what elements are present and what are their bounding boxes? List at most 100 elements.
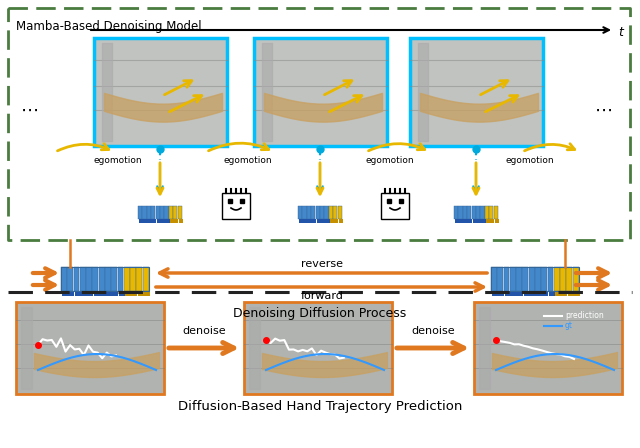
Bar xyxy=(100,291,106,296)
Text: prediction: prediction xyxy=(565,311,604,320)
Bar xyxy=(485,207,489,220)
Bar xyxy=(170,220,174,224)
Bar xyxy=(308,220,312,224)
Bar xyxy=(118,267,124,291)
Bar xyxy=(316,207,320,220)
Bar xyxy=(320,207,324,220)
Bar xyxy=(410,38,543,146)
Bar xyxy=(492,291,498,296)
Bar xyxy=(67,267,73,291)
Text: egomotion: egomotion xyxy=(506,156,554,165)
Bar xyxy=(87,291,93,296)
Bar xyxy=(330,220,334,224)
Bar xyxy=(497,267,503,291)
Bar xyxy=(298,207,302,220)
Bar xyxy=(178,207,182,220)
Bar xyxy=(324,207,328,220)
Bar xyxy=(334,220,339,224)
Bar xyxy=(464,220,468,224)
Bar xyxy=(472,220,477,224)
Bar xyxy=(554,267,560,291)
Bar xyxy=(138,207,142,220)
Bar xyxy=(481,220,486,224)
Bar xyxy=(486,220,490,224)
Bar xyxy=(454,207,458,220)
Text: Denoising Diffusion Process: Denoising Diffusion Process xyxy=(234,307,406,320)
Bar xyxy=(143,267,148,291)
Bar xyxy=(68,291,74,296)
Bar xyxy=(573,267,579,291)
Bar xyxy=(463,207,467,220)
Bar xyxy=(381,193,409,219)
Bar xyxy=(254,38,387,146)
Text: forward: forward xyxy=(301,291,344,301)
Bar xyxy=(535,267,541,291)
Bar xyxy=(568,291,573,296)
Bar xyxy=(16,302,164,394)
Bar xyxy=(173,207,177,220)
Bar xyxy=(339,220,342,224)
Bar xyxy=(505,291,511,296)
Bar xyxy=(516,267,522,291)
Bar xyxy=(157,220,161,224)
Bar xyxy=(136,267,142,291)
Bar xyxy=(504,267,509,291)
Bar xyxy=(75,291,81,296)
Bar xyxy=(303,220,307,224)
Bar xyxy=(99,267,104,291)
Text: reverse: reverse xyxy=(301,259,343,269)
Bar xyxy=(244,302,392,394)
Bar xyxy=(574,291,580,296)
Text: egomotion: egomotion xyxy=(93,156,142,165)
Bar xyxy=(548,291,555,296)
Bar xyxy=(130,267,136,291)
Bar xyxy=(338,207,342,220)
Bar xyxy=(143,207,147,220)
Text: denoise: denoise xyxy=(182,326,226,336)
Bar xyxy=(92,267,99,291)
Bar xyxy=(560,267,566,291)
Bar xyxy=(139,220,143,224)
Bar xyxy=(481,207,484,220)
Text: egomotion: egomotion xyxy=(365,156,414,165)
Bar xyxy=(307,207,311,220)
Bar xyxy=(105,267,111,291)
Bar xyxy=(62,291,68,296)
Bar xyxy=(458,207,463,220)
Bar xyxy=(474,302,622,394)
Bar xyxy=(164,207,168,220)
Bar xyxy=(566,267,572,291)
Bar xyxy=(329,207,333,220)
Bar xyxy=(156,207,160,220)
Text: gt: gt xyxy=(565,322,573,331)
Bar xyxy=(548,267,554,291)
Bar xyxy=(511,291,517,296)
Bar xyxy=(165,220,170,224)
Bar xyxy=(125,291,131,296)
Bar xyxy=(477,220,481,224)
Bar xyxy=(61,267,67,291)
Bar xyxy=(489,207,493,220)
Text: $\cdots$: $\cdots$ xyxy=(20,101,38,119)
Bar xyxy=(113,291,118,296)
Bar xyxy=(524,291,529,296)
Text: $t$: $t$ xyxy=(618,26,625,39)
Bar xyxy=(93,291,99,296)
Bar xyxy=(333,207,337,220)
Text: egomotion: egomotion xyxy=(224,156,272,165)
Bar xyxy=(151,207,156,220)
Bar xyxy=(561,291,567,296)
Bar xyxy=(321,220,325,224)
Bar xyxy=(491,267,579,291)
Bar xyxy=(143,220,147,224)
Bar xyxy=(510,267,516,291)
Bar xyxy=(499,291,504,296)
Bar xyxy=(555,291,561,296)
Bar xyxy=(174,220,179,224)
Bar xyxy=(222,193,250,219)
Bar xyxy=(124,267,130,291)
Bar xyxy=(94,38,227,146)
Bar xyxy=(299,220,303,224)
Bar xyxy=(541,267,547,291)
Bar xyxy=(467,207,471,220)
